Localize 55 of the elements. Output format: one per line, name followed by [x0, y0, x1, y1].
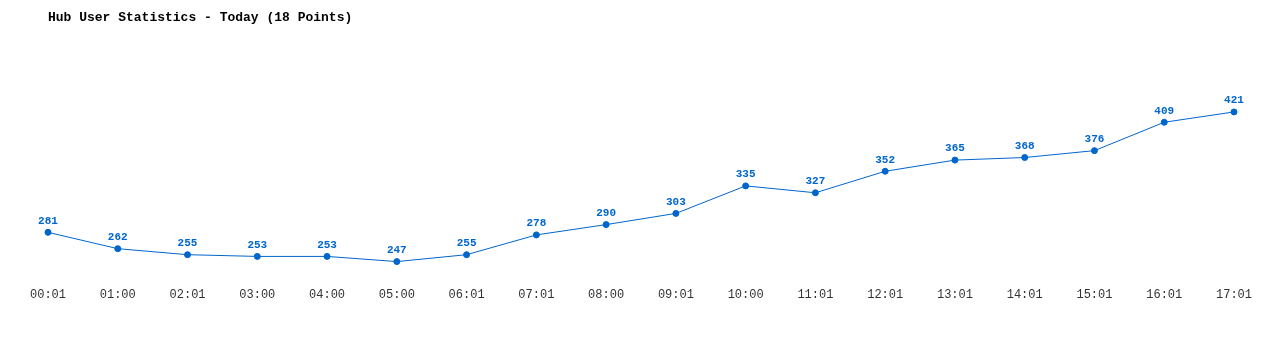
- point: [1021, 154, 1029, 162]
- point: [1160, 118, 1168, 126]
- x-tick-label: 17:01: [1215, 287, 1252, 302]
- x-tick-label: 09:01: [657, 287, 694, 302]
- data-label: 262: [107, 230, 128, 243]
- point: [672, 209, 680, 217]
- data-label: 327: [805, 175, 826, 188]
- data-label: 253: [247, 238, 268, 251]
- x-tick-label: 12:01: [867, 287, 904, 302]
- data-label: 253: [317, 238, 338, 251]
- x-tick-label: 13:01: [936, 287, 973, 302]
- point: [323, 252, 331, 260]
- point: [44, 228, 52, 236]
- x-tick-label: 16:01: [1146, 287, 1183, 302]
- point: [393, 258, 401, 266]
- data-label: 303: [665, 195, 687, 208]
- x-tick-label: 14:01: [1006, 287, 1043, 302]
- x-tick-label: 11:01: [797, 287, 834, 302]
- point: [951, 156, 959, 164]
- point: [742, 182, 750, 190]
- point: [602, 221, 610, 229]
- data-label: 255: [177, 236, 198, 249]
- point: [184, 251, 192, 259]
- x-tick-label: 01:00: [99, 287, 136, 302]
- data-label: 335: [735, 168, 756, 181]
- data-label: 281: [38, 214, 59, 227]
- data-label: 247: [386, 243, 407, 256]
- point: [463, 251, 471, 259]
- x-tick-label: 04:00: [309, 287, 346, 302]
- data-label: 255: [456, 236, 477, 249]
- data-label: 352: [875, 153, 896, 166]
- x-tick-label: 15:01: [1076, 287, 1113, 302]
- point: [811, 189, 819, 197]
- x-tick-label: 06:01: [448, 287, 485, 302]
- point: [253, 252, 261, 260]
- data-label: 290: [596, 206, 617, 219]
- x-tick-label: 10:00: [727, 287, 764, 302]
- data-label: 421: [1224, 94, 1245, 107]
- point: [532, 231, 540, 239]
- data-label: 365: [945, 142, 966, 155]
- x-tick-label: 05:00: [378, 287, 415, 302]
- x-tick-label: 08:00: [588, 287, 625, 302]
- point: [1090, 147, 1098, 155]
- data-label: 368: [1014, 139, 1035, 152]
- chart-title: Hub User Statistics - Today (18 Points): [48, 10, 353, 26]
- data-label: 278: [526, 217, 547, 230]
- x-tick-label: 03:00: [239, 287, 276, 302]
- point: [1230, 108, 1238, 116]
- x-tick-label: 02:01: [169, 287, 206, 302]
- x-tick-label: 07:01: [518, 287, 555, 302]
- point: [881, 167, 889, 175]
- data-label: 376: [1084, 132, 1105, 145]
- point: [114, 245, 122, 253]
- data-label: 409: [1154, 104, 1175, 117]
- x-tick-label: 00:01: [29, 287, 67, 302]
